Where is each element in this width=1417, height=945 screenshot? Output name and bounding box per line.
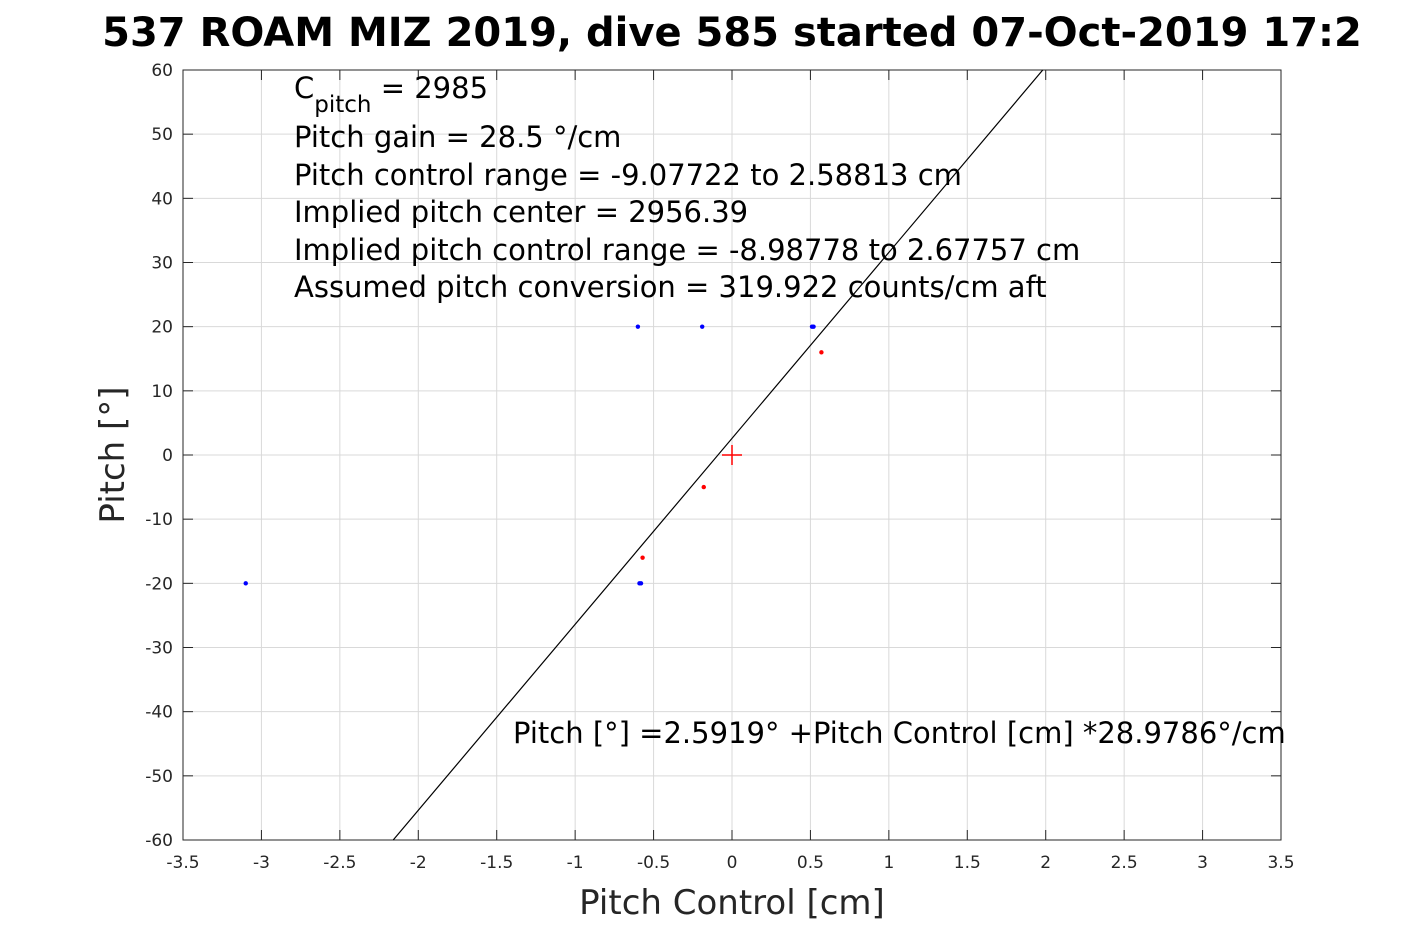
blue-data-point <box>811 324 816 329</box>
red-data-point <box>640 555 645 560</box>
data-points <box>243 324 824 586</box>
y-tick-label: 20 <box>151 318 173 338</box>
blue-data-point <box>699 324 705 329</box>
c-pitch-annotation: Cpitch = 2985 <box>294 71 488 118</box>
x-tick-label: 0 <box>727 853 738 873</box>
x-tick-label: -3.5 <box>166 853 199 873</box>
y-tick-label: -40 <box>145 703 173 723</box>
y-tick-label: 10 <box>151 382 173 402</box>
c-pitch-subscript: pitch <box>314 92 371 118</box>
y-tick-label: -20 <box>145 574 173 594</box>
y-axis-label: Pitch [°] <box>93 386 133 523</box>
blue-data-point <box>635 324 641 329</box>
x-tick-label: 3 <box>1197 853 1208 873</box>
x-tick-label: 0.5 <box>797 853 824 873</box>
y-tick-label: -10 <box>145 510 173 530</box>
y-tick-label: -30 <box>145 639 173 659</box>
axes-frame <box>182 69 1282 841</box>
x-tick-label: -1 <box>567 853 584 873</box>
implied-center-annotation: Implied pitch center = 2956.39 <box>294 195 748 229</box>
c-pitch-symbol: C <box>294 71 314 105</box>
tick-labels: -3.5 -3 -2.5 -2 -1.5 -1 -0.5 0 0.5 1 1.5 2 2.5 3 3.5 60… <box>145 61 1294 873</box>
fit-line-group <box>392 69 1044 841</box>
c-pitch-value: = 2985 <box>371 71 488 105</box>
x-tick-label: -2 <box>410 853 427 873</box>
annotation-block: Cpitch = 2985 Pitch gain = 28.5 °/cm Pit… <box>294 71 1286 750</box>
y-tick-label: 0 <box>162 446 173 466</box>
x-axis-label: Pitch Control [cm] <box>579 883 885 923</box>
pitch-control-range-annotation: Pitch control range = -9.07722 to 2.5881… <box>294 158 962 192</box>
x-tick-label: -2.5 <box>323 853 356 873</box>
x-tick-label: 1.5 <box>954 853 981 873</box>
fit-line <box>392 69 1044 841</box>
chart-title: 537 ROAM MIZ 2019, dive 585 started 07-O… <box>102 10 1362 56</box>
x-tick-label: 2 <box>1040 853 1051 873</box>
y-tick-label: -50 <box>145 767 173 787</box>
fit-equation-annotation: Pitch [°] =2.5919° +Pitch Control [cm] *… <box>513 716 1286 750</box>
x-tick-label: -3 <box>253 853 270 873</box>
implied-range-annotation: Implied pitch control range = -8.98778 t… <box>294 233 1080 267</box>
red-data-point <box>819 350 824 355</box>
y-tick-label: 30 <box>151 254 173 274</box>
x-tick-label: -1.5 <box>480 853 513 873</box>
center-marker-group <box>722 445 742 465</box>
x-tick-label: 1 <box>883 853 894 873</box>
pitch-gain-annotation: Pitch gain = 28.5 °/cm <box>294 120 621 154</box>
y-tick-label: 50 <box>151 125 173 145</box>
blue-data-point <box>243 581 248 586</box>
x-tick-label: 3.5 <box>1267 853 1294 873</box>
blue-data-point <box>638 581 644 586</box>
y-tick-label: -60 <box>145 831 173 851</box>
x-tick-label: 2.5 <box>1111 853 1138 873</box>
red-data-point <box>701 484 706 490</box>
x-tick-label: -0.5 <box>637 853 670 873</box>
y-tick-label: 40 <box>151 189 173 209</box>
y-tick-label: 60 <box>151 61 173 81</box>
assumed-conversion-annotation: Assumed pitch conversion = 319.922 count… <box>294 270 1047 304</box>
